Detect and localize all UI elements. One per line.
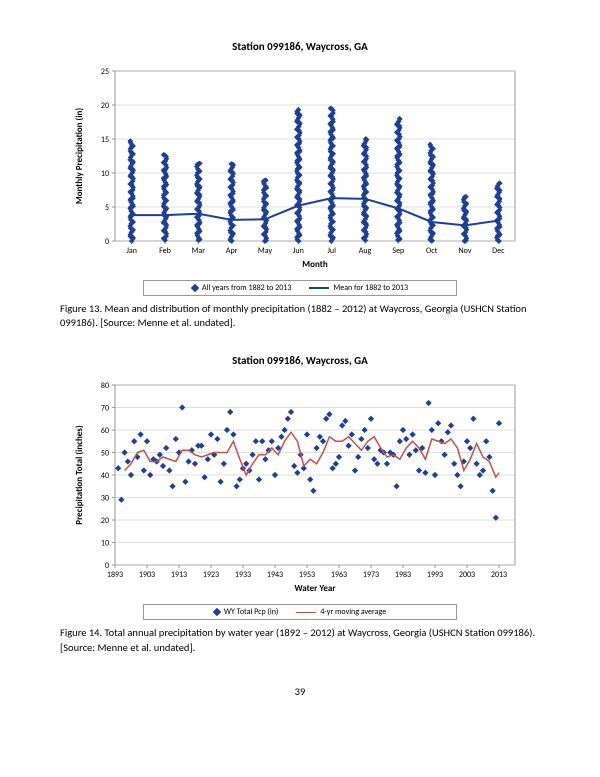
- svg-text:Jan: Jan: [126, 246, 137, 256]
- diamond-icon: [213, 608, 221, 616]
- chart2-svg: 0102030405060708018931903191319231933194…: [70, 375, 530, 595]
- svg-text:Dec: Dec: [492, 246, 505, 256]
- svg-text:10: 10: [101, 539, 109, 549]
- svg-text:10: 10: [101, 169, 109, 179]
- svg-text:70: 70: [101, 404, 109, 414]
- svg-text:May: May: [258, 246, 273, 256]
- svg-text:15: 15: [101, 135, 109, 145]
- svg-text:40: 40: [101, 471, 109, 481]
- line-icon: [296, 612, 316, 613]
- chart2-legend-scatter: WY Total Pcp (in): [214, 607, 279, 617]
- svg-text:Precipitation Total (inches): Precipitation Total (inches): [74, 425, 85, 525]
- svg-text:Oct: Oct: [426, 246, 438, 256]
- svg-text:1933: 1933: [235, 570, 251, 580]
- chart2-title: Station 099186, Waycross, GA: [60, 354, 540, 367]
- svg-text:Nov: Nov: [459, 246, 472, 256]
- svg-text:Month: Month: [302, 259, 328, 270]
- chart2-legend-red: 4-yr moving average: [296, 607, 386, 617]
- svg-text:Monthly Precipitation (in): Monthly Precipitation (in): [74, 108, 85, 205]
- svg-text:Jul: Jul: [327, 246, 336, 256]
- chart2-legend: WY Total Pcp (in) 4-yr moving average: [143, 604, 457, 620]
- chart1-legend-scatter-label: All years from 1882 to 2013: [202, 283, 291, 293]
- svg-text:1993: 1993: [427, 570, 443, 580]
- svg-text:1983: 1983: [395, 570, 411, 580]
- svg-text:30: 30: [101, 494, 109, 504]
- svg-text:1973: 1973: [363, 570, 379, 580]
- svg-text:Mar: Mar: [192, 246, 206, 256]
- chart1-title: Station 099186, Waycross, GA: [60, 40, 540, 53]
- svg-text:20: 20: [101, 516, 109, 526]
- svg-text:1903: 1903: [139, 570, 155, 580]
- svg-text:Feb: Feb: [159, 246, 171, 256]
- chart2-container: 0102030405060708018931903191319231933194…: [70, 375, 530, 600]
- svg-text:1953: 1953: [299, 570, 315, 580]
- svg-text:5: 5: [105, 203, 109, 213]
- svg-text:0: 0: [105, 237, 109, 247]
- chart1-legend: All years from 1882 to 2013 Mean for 188…: [143, 280, 457, 296]
- svg-text:80: 80: [101, 381, 109, 391]
- svg-text:50: 50: [101, 449, 109, 459]
- svg-text:2003: 2003: [459, 570, 475, 580]
- svg-text:Aug: Aug: [359, 246, 372, 256]
- svg-text:1963: 1963: [331, 570, 347, 580]
- chart1-legend-scatter: All years from 1882 to 2013: [192, 283, 291, 293]
- svg-text:60: 60: [101, 426, 109, 436]
- svg-text:Jun: Jun: [293, 246, 304, 256]
- svg-text:1923: 1923: [203, 570, 219, 580]
- chart2-legend-red-label: 4-yr moving average: [320, 607, 386, 617]
- chart1-container: 0 5 10 15 20 25 Jan Feb Mar Apr May Jun Jul Aug Sep Oct…: [70, 61, 530, 276]
- diamond-icon: [191, 284, 199, 292]
- svg-text:1913: 1913: [171, 570, 187, 580]
- figure13-caption: Figure 13. Mean and distribution of mont…: [60, 302, 540, 330]
- chart1-legend-line-label: Mean for 1882 to 2013: [333, 283, 408, 293]
- svg-text:1893: 1893: [107, 570, 123, 580]
- svg-text:Apr: Apr: [226, 246, 238, 256]
- svg-text:1943: 1943: [267, 570, 283, 580]
- svg-text:2013: 2013: [491, 570, 507, 580]
- chart1-svg: 0 5 10 15 20 25 Jan Feb Mar Apr May Jun Jul Aug Sep Oct…: [70, 61, 530, 271]
- svg-text:25: 25: [101, 67, 109, 77]
- chart2-legend-scatter-label: WY Total Pcp (in): [224, 607, 279, 617]
- svg-text:Sep: Sep: [392, 246, 404, 256]
- chart1-legend-line: Mean for 1882 to 2013: [309, 283, 408, 293]
- svg-text:20: 20: [101, 101, 109, 111]
- page-number: 39: [60, 685, 540, 698]
- line-icon: [309, 287, 329, 289]
- svg-text:Water Year: Water Year: [294, 583, 336, 594]
- figure14-caption: Figure 14. Total annual precipitation by…: [60, 626, 540, 654]
